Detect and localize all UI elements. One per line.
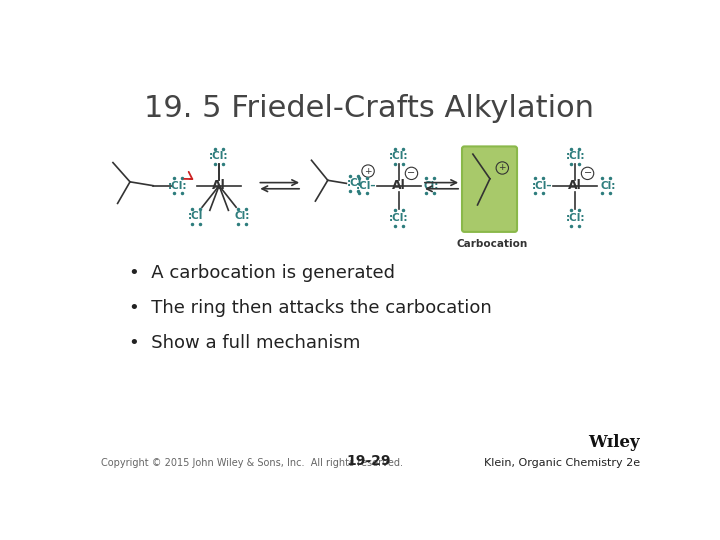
Text: Wɪley: Wɪley bbox=[588, 435, 639, 451]
Text: Al: Al bbox=[392, 179, 406, 192]
Text: :Cl:: :Cl: bbox=[390, 151, 409, 161]
Text: :Cl: :Cl bbox=[346, 178, 362, 188]
FancyArrowPatch shape bbox=[184, 172, 192, 179]
Text: •  A carbocation is generated: • A carbocation is generated bbox=[129, 264, 395, 282]
Text: Cl:: Cl: bbox=[424, 181, 439, 191]
Text: Cl:: Cl: bbox=[600, 181, 616, 191]
Text: :Cl–: :Cl– bbox=[356, 181, 377, 191]
Text: +: + bbox=[498, 164, 506, 172]
Text: Al: Al bbox=[568, 179, 582, 192]
FancyBboxPatch shape bbox=[462, 146, 517, 232]
Text: :Cl:: :Cl: bbox=[390, 213, 409, 223]
Text: 19-29: 19-29 bbox=[347, 454, 391, 468]
Text: :Cl:: :Cl: bbox=[210, 151, 229, 161]
Text: :Cl: :Cl bbox=[188, 212, 204, 221]
Text: :Cl:: :Cl: bbox=[565, 213, 585, 223]
Text: Klein, Organic Chemistry 2e: Klein, Organic Chemistry 2e bbox=[484, 458, 639, 468]
Text: 19. 5 Friedel-Crafts Alkylation: 19. 5 Friedel-Crafts Alkylation bbox=[144, 94, 594, 123]
Text: Carbocation: Carbocation bbox=[456, 239, 528, 249]
Text: •  Show a full mechanism: • Show a full mechanism bbox=[129, 334, 361, 353]
Text: −: − bbox=[583, 168, 592, 178]
Text: :Cl:: :Cl: bbox=[168, 181, 188, 191]
Text: Cl:: Cl: bbox=[235, 212, 250, 221]
Text: :Cl:: :Cl: bbox=[565, 151, 585, 161]
Text: +: + bbox=[364, 166, 372, 176]
Text: −: − bbox=[408, 168, 415, 178]
Text: Copyright © 2015 John Wiley & Sons, Inc.  All rights reserved.: Copyright © 2015 John Wiley & Sons, Inc.… bbox=[101, 458, 403, 468]
Text: Al: Al bbox=[212, 179, 226, 192]
Text: :Cl–: :Cl– bbox=[532, 181, 553, 191]
Text: •  The ring then attacks the carbocation: • The ring then attacks the carbocation bbox=[129, 299, 492, 317]
